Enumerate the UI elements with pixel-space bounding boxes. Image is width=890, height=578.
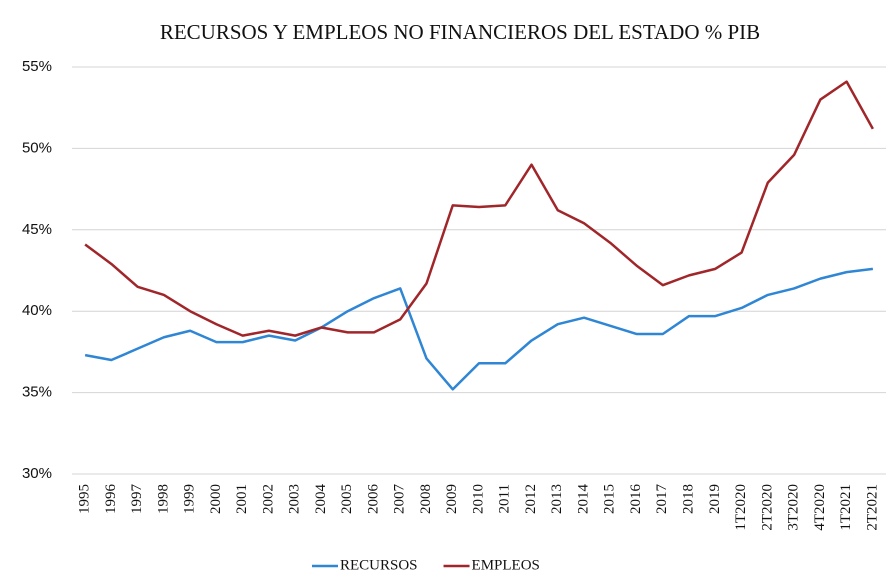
x-tick-label: 2005 <box>339 484 355 514</box>
y-tick-label: 40% <box>22 302 52 319</box>
x-tick-label: 2012 <box>523 484 539 514</box>
x-tick-label: 2009 <box>444 484 460 514</box>
x-tick-label: 2003 <box>287 484 303 514</box>
legend-label: EMPLEOS <box>472 557 540 573</box>
y-tick-label: 55% <box>22 58 52 75</box>
x-tick-label: 2T2021 <box>864 484 880 531</box>
x-tick-label: 2011 <box>497 484 513 513</box>
chart-title: RECURSOS Y EMPLEOS NO FINANCIEROS DEL ES… <box>160 20 760 44</box>
y-tick-label: 35% <box>22 384 52 401</box>
x-tick-label: 2010 <box>470 484 486 514</box>
x-tick-label: 2019 <box>707 484 723 514</box>
x-tick-label: 1996 <box>103 484 119 515</box>
x-tick-label: 2008 <box>418 484 434 514</box>
x-tick-label: 2T2020 <box>759 484 775 531</box>
x-tick-label: 1998 <box>155 484 171 514</box>
x-tick-label: 2004 <box>313 484 329 515</box>
x-tick-label: 2015 <box>602 484 618 514</box>
x-tick-label: 2007 <box>392 484 408 515</box>
x-tick-label: 1999 <box>182 484 198 514</box>
x-tick-label: 1T2021 <box>838 484 854 531</box>
x-tick-label: 2002 <box>260 484 276 514</box>
x-tick-label: 2014 <box>575 484 591 515</box>
legend-label: RECURSOS <box>340 557 418 573</box>
x-tick-label: 2000 <box>208 484 224 514</box>
x-tick-label: 2013 <box>549 484 565 514</box>
y-tick-label: 30% <box>22 465 52 482</box>
x-tick-label: 2017 <box>654 484 670 515</box>
series-line <box>84 267 874 391</box>
x-tick-label: 2001 <box>234 484 250 514</box>
x-tick-label: 4T2020 <box>812 484 828 531</box>
x-tick-label: 2018 <box>681 484 697 514</box>
series-line <box>84 80 874 337</box>
x-tick-label: 2006 <box>365 484 381 515</box>
x-tick-label: 1T2020 <box>733 484 749 531</box>
x-tick-label: 3T2020 <box>786 484 802 531</box>
y-tick-label: 50% <box>22 139 52 156</box>
x-tick-label: 1995 <box>77 484 93 514</box>
x-tick-label: 2016 <box>628 484 644 515</box>
x-tick-label: 1997 <box>129 484 145 515</box>
y-tick-label: 45% <box>22 221 52 238</box>
